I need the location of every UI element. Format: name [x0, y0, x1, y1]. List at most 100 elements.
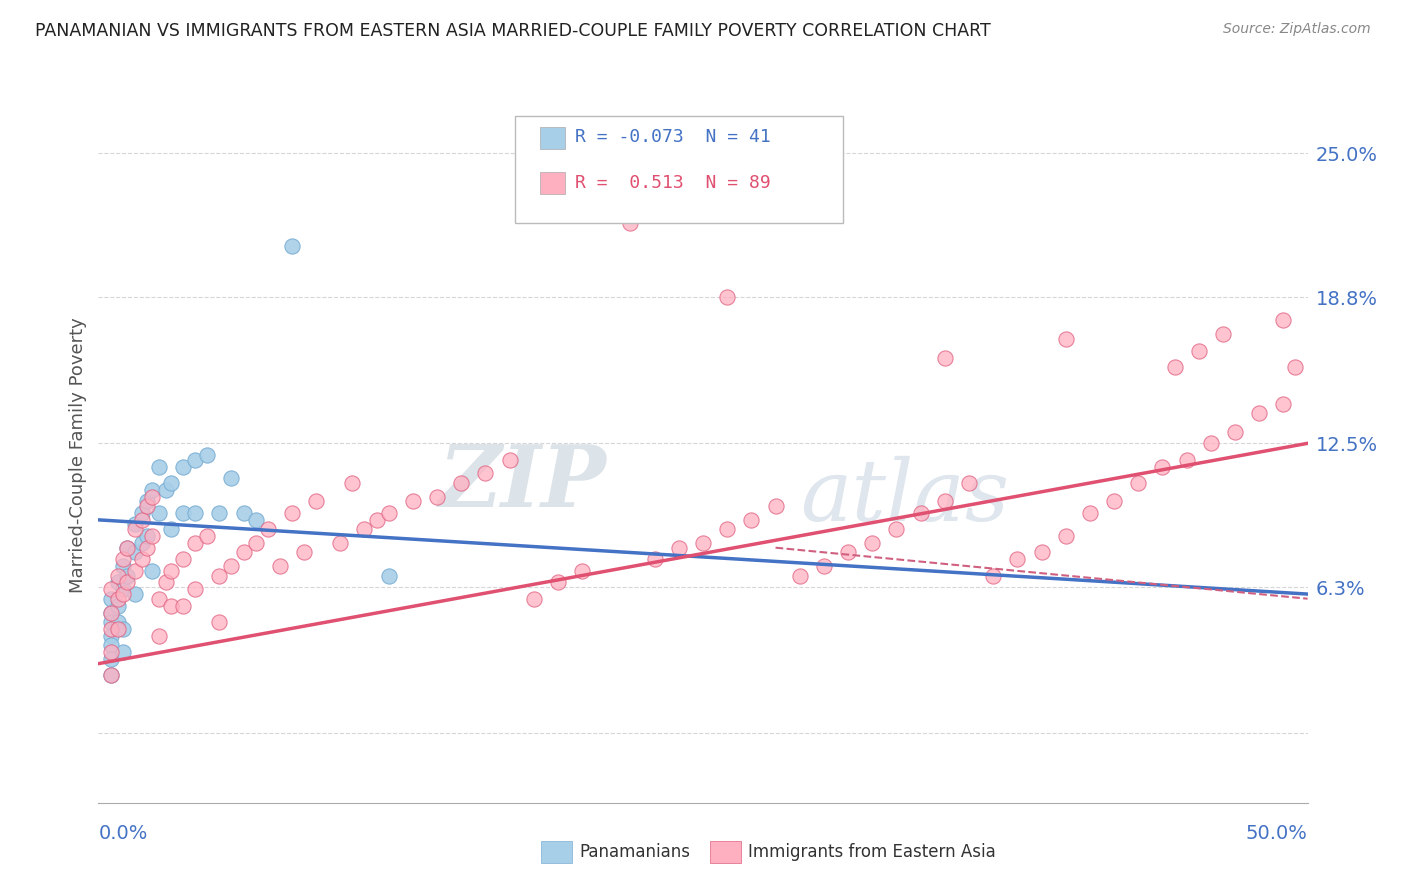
- Point: [366, 513, 388, 527]
- Point: [124, 587, 146, 601]
- Point: [1188, 343, 1211, 358]
- Point: [1054, 529, 1077, 543]
- Point: [1152, 459, 1174, 474]
- Point: [111, 622, 134, 636]
- Point: [934, 351, 956, 365]
- Point: [1102, 494, 1125, 508]
- Point: [131, 552, 153, 566]
- Point: [160, 522, 183, 536]
- Point: [148, 591, 170, 606]
- Point: [644, 552, 666, 566]
- Point: [1272, 397, 1295, 411]
- Point: [148, 506, 170, 520]
- Point: [184, 536, 207, 550]
- Point: [100, 652, 122, 666]
- Point: [245, 536, 267, 550]
- Point: [107, 568, 129, 582]
- Point: [571, 564, 593, 578]
- Text: ZIP: ZIP: [439, 441, 606, 524]
- Point: [172, 599, 194, 613]
- Point: [1223, 425, 1246, 439]
- Point: [269, 559, 291, 574]
- Point: [131, 506, 153, 520]
- Point: [498, 452, 520, 467]
- Point: [1272, 313, 1295, 327]
- Point: [100, 615, 122, 629]
- Point: [837, 545, 859, 559]
- Text: 0.0%: 0.0%: [98, 823, 148, 843]
- Text: 50.0%: 50.0%: [1246, 823, 1308, 843]
- Point: [141, 529, 163, 543]
- Point: [402, 494, 425, 508]
- Point: [184, 506, 207, 520]
- Point: [716, 522, 738, 536]
- Point: [547, 575, 569, 590]
- Point: [131, 536, 153, 550]
- Text: PANAMANIAN VS IMMIGRANTS FROM EASTERN ASIA MARRIED-COUPLE FAMILY POVERTY CORRELA: PANAMANIAN VS IMMIGRANTS FROM EASTERN AS…: [35, 22, 991, 40]
- Point: [353, 522, 375, 536]
- Point: [107, 599, 129, 613]
- Point: [426, 490, 449, 504]
- Point: [141, 483, 163, 497]
- Point: [1199, 436, 1222, 450]
- Point: [377, 568, 399, 582]
- Point: [1078, 506, 1101, 520]
- Point: [117, 575, 139, 590]
- Point: [111, 582, 134, 597]
- Point: [292, 545, 315, 559]
- Point: [100, 668, 122, 682]
- Point: [107, 591, 129, 606]
- Point: [740, 513, 762, 527]
- Text: Immigrants from Eastern Asia: Immigrants from Eastern Asia: [748, 843, 995, 861]
- Point: [135, 529, 157, 543]
- Point: [934, 494, 956, 508]
- Point: [135, 494, 157, 508]
- Point: [100, 668, 122, 682]
- Point: [957, 475, 980, 490]
- Point: [232, 545, 254, 559]
- Point: [523, 591, 546, 606]
- Point: [100, 629, 122, 643]
- Point: [329, 536, 352, 550]
- Point: [117, 541, 139, 555]
- Point: [160, 564, 183, 578]
- Point: [100, 591, 122, 606]
- Point: [148, 459, 170, 474]
- Point: [619, 216, 641, 230]
- Point: [1054, 332, 1077, 346]
- Point: [100, 645, 122, 659]
- Point: [789, 568, 811, 582]
- Point: [135, 499, 157, 513]
- Point: [100, 582, 122, 597]
- Point: [1031, 545, 1053, 559]
- Text: R = -0.073  N = 41: R = -0.073 N = 41: [575, 128, 770, 146]
- Point: [107, 615, 129, 629]
- Point: [232, 506, 254, 520]
- Point: [716, 290, 738, 304]
- Point: [1163, 359, 1185, 374]
- Point: [155, 575, 177, 590]
- Point: [184, 582, 207, 597]
- Point: [450, 475, 472, 490]
- Text: Panamanians: Panamanians: [579, 843, 690, 861]
- Point: [124, 545, 146, 559]
- Text: atlas: atlas: [800, 455, 1010, 538]
- Point: [100, 622, 122, 636]
- Point: [474, 467, 496, 481]
- Point: [221, 471, 243, 485]
- Point: [124, 564, 146, 578]
- Point: [111, 552, 134, 566]
- Point: [141, 564, 163, 578]
- Point: [1284, 359, 1306, 374]
- Y-axis label: Married-Couple Family Poverty: Married-Couple Family Poverty: [69, 317, 87, 593]
- Point: [195, 529, 218, 543]
- Point: [281, 239, 304, 253]
- Point: [111, 587, 134, 601]
- Point: [981, 568, 1004, 582]
- Point: [131, 513, 153, 527]
- Text: Source: ZipAtlas.com: Source: ZipAtlas.com: [1223, 22, 1371, 37]
- Point: [107, 622, 129, 636]
- Point: [160, 599, 183, 613]
- Point: [160, 475, 183, 490]
- Point: [1249, 406, 1271, 420]
